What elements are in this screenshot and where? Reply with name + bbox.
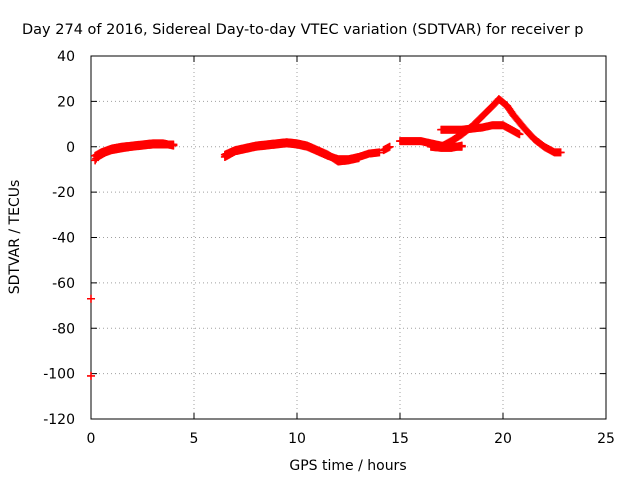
data-segment (379, 142, 394, 155)
x-tick-label: 0 (87, 431, 96, 447)
x-tick-label: 15 (391, 431, 409, 447)
y-tick-label: -80 (52, 321, 75, 337)
grid (91, 56, 606, 419)
data-point (385, 142, 394, 151)
data-point (375, 148, 384, 157)
y-axis-label: SDTVAR / TECUs (7, 180, 23, 295)
y-tick-label: -20 (52, 185, 75, 201)
data-point (457, 141, 466, 150)
data-segment (437, 121, 524, 139)
y-tick-label: -100 (43, 367, 75, 383)
data-segment (437, 95, 565, 157)
y-tick-label: -40 (52, 231, 75, 247)
x-tick-label: 5 (190, 431, 199, 447)
data-point (556, 148, 565, 157)
chart-title: Day 274 of 2016, Sidereal Day-to-day VTE… (22, 22, 583, 38)
x-tick-label: 20 (494, 431, 512, 447)
plot-frame (90, 55, 607, 420)
x-tick-label: 10 (288, 431, 306, 447)
y-tick-label: -60 (52, 276, 75, 292)
outlier-point (87, 371, 95, 380)
axis-ticks: -120 -100 -80 -60 -40 -20 0 20 40 0 5 10 15 20 25 (43, 49, 615, 447)
data-segment (220, 138, 363, 166)
y-tick-label: 40 (57, 49, 75, 65)
y-tick-label: 0 (66, 140, 75, 156)
data-point (515, 130, 524, 139)
x-tick-label: 25 (597, 431, 615, 447)
plot-area (87, 95, 565, 380)
y-tick-label: -120 (43, 412, 75, 428)
data-point (354, 154, 363, 163)
data-point (169, 141, 178, 150)
outlier-point (87, 294, 95, 303)
y-tick-label: 20 (57, 94, 75, 110)
data-segment (91, 139, 178, 160)
x-axis-label: GPS time / hours (289, 458, 406, 474)
